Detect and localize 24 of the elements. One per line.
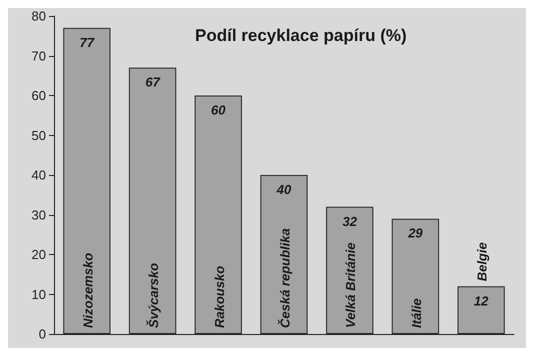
x-tick-label: Rakousko <box>212 266 227 328</box>
y-tick-label: 60 <box>32 88 46 103</box>
y-tick-label: 80 <box>32 8 46 24</box>
x-tick-label: Itálie <box>408 298 424 328</box>
y-tick-label: 20 <box>32 247 46 262</box>
y-tick-label: 0 <box>38 326 46 342</box>
data-label: 29 <box>407 226 424 241</box>
y-tick-label: 40 <box>32 168 46 182</box>
y-tick-label: 70 <box>32 48 46 64</box>
x-tick-label: Belgie <box>474 242 490 282</box>
text: Podíl recyklace papíru (%) <box>195 26 407 45</box>
x-tick-label: Nizozemsko <box>80 252 96 328</box>
data-label: 67 <box>145 74 161 90</box>
y-tick-label: 50 <box>32 128 46 143</box>
y-tick-label: 10 <box>32 286 46 302</box>
data-label: 77 <box>80 34 95 50</box>
data-label: 12 <box>474 293 490 308</box>
x-tick-label: Česká republika <box>278 228 292 328</box>
data-label: 32 <box>342 214 358 229</box>
y-tick-label: 30 <box>32 207 46 222</box>
data-label: 60 <box>211 102 226 118</box>
x-tick-label: Velká Británie <box>343 242 358 328</box>
x-tick-label: Švýcarsko <box>146 262 162 328</box>
data-label: 40 <box>276 182 292 197</box>
